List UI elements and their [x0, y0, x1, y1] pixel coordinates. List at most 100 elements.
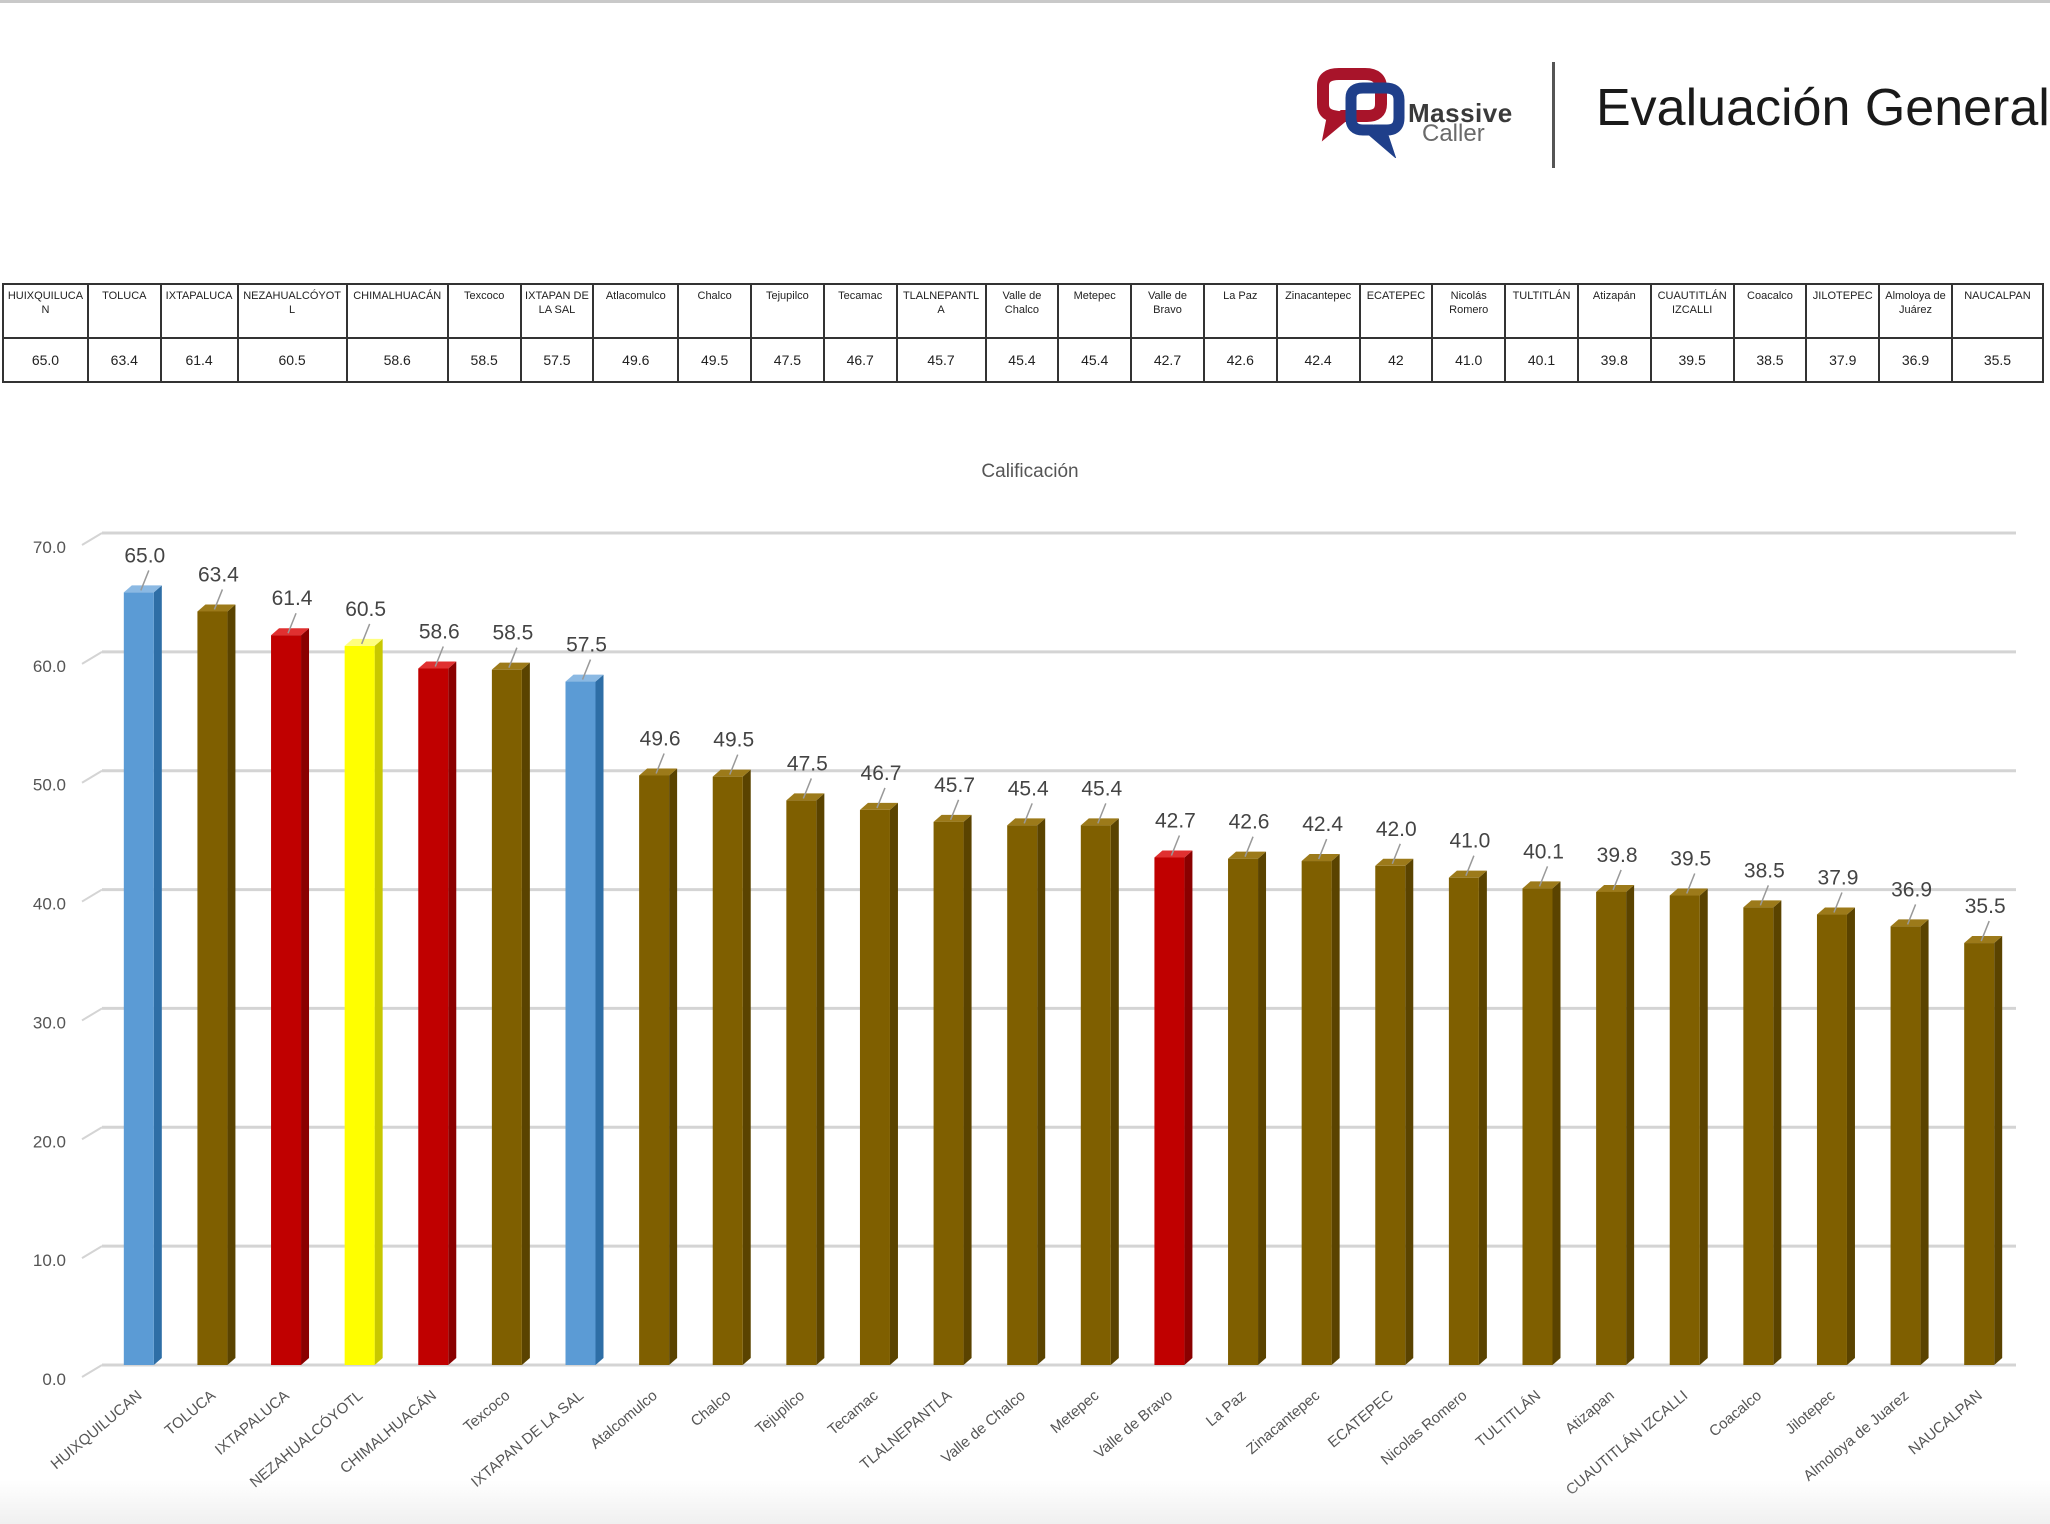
data-label: 49.6	[640, 727, 681, 750]
data-label: 42.7	[1155, 809, 1196, 832]
table-value-cell: 38.5	[1732, 337, 1808, 383]
data-label-leader	[802, 778, 813, 799]
x-category-label: Atizapan	[1562, 1387, 1618, 1438]
bar-top	[1964, 936, 2003, 944]
bar	[565, 681, 596, 1365]
data-label-leader	[581, 659, 592, 680]
table-value-cell: 61.4	[159, 337, 239, 383]
data-label-leader	[1465, 855, 1475, 876]
bar	[1154, 857, 1185, 1365]
bar	[786, 800, 817, 1365]
x-category-label: NAUCALPAN	[1905, 1387, 1985, 1458]
bar	[1964, 943, 1995, 1365]
x-category-label: Chalco	[688, 1387, 735, 1430]
x-category-label: HUIXQUILUCAN	[48, 1387, 146, 1473]
bar	[344, 645, 375, 1365]
table-header-cell: Nicolás Romero	[1431, 283, 1507, 339]
table-header-cell: NAUCALPAN	[1950, 283, 2045, 339]
bar-top	[712, 769, 751, 777]
x-category-label: IXTAPALUCA	[212, 1387, 293, 1459]
data-label-leader	[949, 799, 960, 821]
data-label-leader	[1097, 803, 1107, 824]
bar-side	[1478, 870, 1487, 1365]
bar-side	[816, 793, 825, 1365]
table-value-cell: 47.5	[750, 337, 825, 383]
x-category-label: Jilotepec	[1782, 1387, 1839, 1438]
data-label: 40.1	[1523, 840, 1564, 863]
data-label: 42.6	[1229, 811, 1270, 834]
table-header-cell: CUAUTITLÁN IZCALLI	[1649, 283, 1735, 339]
table-header-cell: Tecamac	[822, 283, 898, 339]
table-header-cell: NEZAHUALCÓYOTL	[236, 283, 348, 339]
bar-top	[1816, 907, 1855, 915]
bar-top	[1228, 851, 1267, 859]
gridline-depth	[81, 769, 103, 784]
data-label-leader	[140, 570, 150, 591]
data-label-leader	[1170, 835, 1181, 856]
table-value-cell: 46.7	[822, 337, 898, 383]
data-label: 42.4	[1302, 813, 1343, 836]
data-label-leader	[1023, 803, 1033, 824]
data-label-leader	[1980, 920, 1990, 942]
table-value-cell: 42	[1358, 337, 1434, 383]
data-label-leader	[1759, 885, 1770, 906]
table-value-cell: 45.4	[1057, 337, 1133, 383]
bar	[859, 809, 890, 1365]
chart-title: Calificación	[981, 461, 1079, 482]
data-label-leader	[876, 787, 886, 809]
bar-side	[1920, 919, 1929, 1365]
page-title: Evaluación General	[1596, 79, 2050, 137]
bar-side	[1037, 818, 1046, 1365]
table-header-cell: CHIMALHUACÁN	[345, 283, 449, 339]
bar-top	[197, 604, 236, 612]
bar-top	[859, 802, 898, 810]
x-category-label: Coacalco	[1706, 1387, 1765, 1440]
scores-table: HUIXQUILUCAN TOLUCA IXTAPALUCA NEZAHUALCÓYO…	[2, 283, 2045, 383]
header-divider	[1552, 62, 1555, 168]
x-category-label: CUAUTITLÁN IZCALLI	[1563, 1387, 1691, 1499]
data-label-leader	[1906, 904, 1917, 925]
bar	[1228, 858, 1259, 1365]
bar	[271, 635, 302, 1365]
bar-side	[374, 638, 383, 1365]
bar-side	[1110, 818, 1119, 1365]
table-value-cell: 40.1	[1504, 337, 1579, 383]
data-label-leader	[1833, 892, 1843, 913]
bar-top	[1007, 818, 1046, 826]
table-value-cell: 49.5	[677, 337, 753, 383]
data-label: 45.4	[1008, 777, 1049, 800]
bar	[123, 592, 154, 1365]
x-category-label: Valle de Bravo	[1091, 1387, 1176, 1462]
table-value-cell: 37.9	[1805, 337, 1881, 383]
table-value-cell: 58.5	[446, 337, 522, 383]
gridline-depth	[81, 1364, 103, 1378]
table-value-cell: 39.5	[1649, 337, 1735, 383]
bar-top	[1080, 818, 1119, 826]
bar-top	[1890, 919, 1929, 927]
bar	[1890, 926, 1921, 1365]
table-header-cell: TULTITLÁN	[1504, 283, 1579, 339]
bar-side	[889, 802, 898, 1365]
bar-top	[933, 814, 972, 822]
bar-top	[1301, 854, 1340, 862]
x-category-label: Metepec	[1047, 1387, 1102, 1437]
bar-side	[1846, 907, 1855, 1365]
bar-side	[1626, 884, 1635, 1365]
data-label-leader	[213, 589, 224, 610]
table-header-cell: Valle de Bravo	[1130, 283, 1205, 339]
data-label: 39.8	[1597, 844, 1638, 867]
y-tick-label: 20.0	[33, 1132, 66, 1151]
bar-top	[1669, 888, 1708, 896]
bar-top	[344, 638, 383, 646]
bar-top	[1375, 858, 1414, 866]
bar-top	[1448, 870, 1487, 878]
bar-top	[1743, 900, 1782, 908]
table-header-row: HUIXQUILUCAN TOLUCA IXTAPALUCA NEZAHUALCÓYO…	[2, 283, 2045, 339]
y-tick-label: 50.0	[33, 776, 66, 795]
table-header-cell: JILOTEPEC	[1805, 283, 1881, 339]
table-header-cell: TOLUCA	[86, 283, 162, 339]
bar-side	[227, 604, 236, 1365]
table-header-cell: TLALNEPANTLA	[895, 283, 987, 339]
x-category-label: Tecamac	[825, 1387, 882, 1439]
